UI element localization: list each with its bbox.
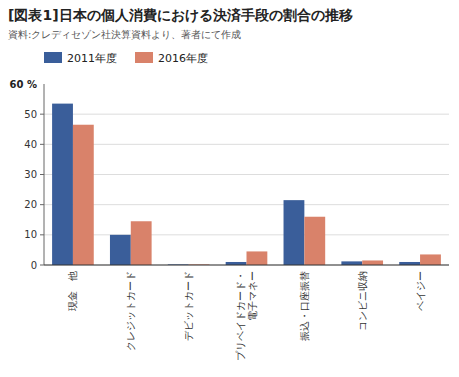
grid-line <box>44 114 449 115</box>
bar <box>284 200 305 265</box>
y-tick <box>40 174 44 175</box>
subtitle: 資料:クレディセゾン社決算資料より、著者にて作成 <box>8 29 241 40</box>
bar <box>131 221 152 265</box>
x-tick-label: 振込・口座振替 <box>299 271 310 341</box>
y-tick-label: 20 <box>24 199 37 210</box>
bar <box>420 254 441 265</box>
y-tick <box>40 114 44 115</box>
grid-line <box>44 265 449 266</box>
bar <box>110 235 131 265</box>
y-tick-label: 50 <box>24 109 37 120</box>
y-axis-label: 60 % <box>10 79 37 90</box>
y-axis-line <box>44 84 45 265</box>
x-tick-label: クレジットカード <box>125 271 136 351</box>
grid-line <box>44 204 449 205</box>
x-tick-label: ペイジー <box>415 271 426 311</box>
y-tick-label: 10 <box>24 229 37 240</box>
y-axis: 0 10 20 30 40 50 <box>24 109 44 271</box>
bars <box>52 104 441 265</box>
grid <box>44 114 449 265</box>
bar <box>73 125 94 265</box>
x-axis: 現金 他 クレジットカード デビットカード プリペイドカード・電子マネー 振込・口座振替… <box>67 271 425 361</box>
grid-line <box>44 174 449 175</box>
chart-container: [図表1]日本の個人消費における決済手段の割合の推移資料:クレディセゾン社決算資… <box>0 0 459 377</box>
grid-line <box>44 234 449 235</box>
y-tick <box>40 144 44 145</box>
legend-swatch <box>135 52 153 63</box>
legend-label: 2016年度 <box>158 52 208 65</box>
legend: 2011年度 2016年度 <box>44 52 208 65</box>
y-tick <box>40 265 44 266</box>
x-tick-label: デビットカード <box>183 271 194 341</box>
grid-line <box>44 144 449 145</box>
y-tick-label: 40 <box>24 139 37 150</box>
chart: [図表1]日本の個人消費における決済手段の割合の推移資料:クレディセゾン社決算資… <box>0 0 459 377</box>
y-tick <box>40 204 44 205</box>
bar <box>52 104 73 265</box>
bar <box>304 217 325 265</box>
legend-label: 2011年度 <box>67 52 117 65</box>
bar <box>247 251 268 265</box>
bar <box>341 261 362 265</box>
legend-swatch <box>44 52 62 63</box>
x-axis-line <box>44 265 449 266</box>
x-tick-label: コンビニ収納 <box>357 271 368 331</box>
x-tick-label: プリペイドカード・電子マネー <box>235 271 258 361</box>
y-tick-label: 30 <box>24 169 37 180</box>
y-tick-label: 0 <box>31 260 37 271</box>
title: [図表1]日本の個人消費における決済手段の割合の推移 <box>8 7 353 23</box>
y-tick <box>40 234 44 235</box>
x-tick-label: 現金 他 <box>67 271 78 311</box>
bar <box>362 260 383 265</box>
